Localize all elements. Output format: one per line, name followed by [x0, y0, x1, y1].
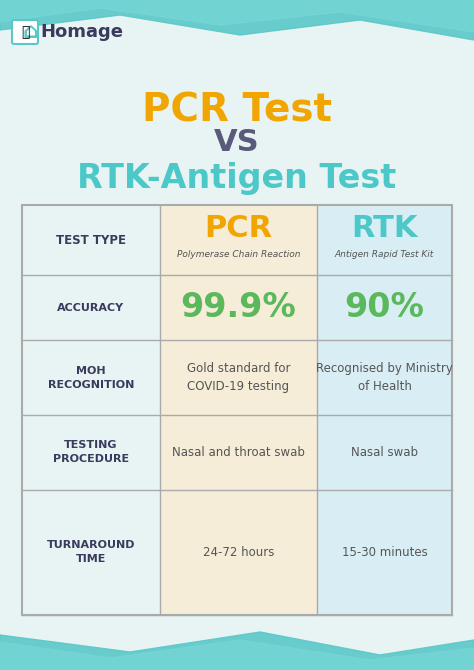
- Bar: [160, 205, 317, 275]
- Text: ACCURACY: ACCURACY: [57, 302, 125, 312]
- Polygon shape: [0, 0, 474, 40]
- Text: PCR Test: PCR Test: [142, 91, 332, 129]
- Text: Polymerase Chain Reaction: Polymerase Chain Reaction: [177, 249, 300, 259]
- Text: TESTING
PROCEDURE: TESTING PROCEDURE: [53, 440, 129, 464]
- Text: Nasal swab: Nasal swab: [351, 446, 418, 459]
- Text: Recognised by Ministry
of Health: Recognised by Ministry of Health: [316, 362, 453, 393]
- Bar: [317, 415, 452, 490]
- Bar: [317, 275, 452, 340]
- Text: VS: VS: [214, 127, 260, 157]
- Text: TURNAROUND
TIME: TURNAROUND TIME: [47, 541, 135, 565]
- Text: RTK: RTK: [351, 214, 418, 243]
- Text: Gold standard for
COVID-19 testing: Gold standard for COVID-19 testing: [187, 362, 290, 393]
- Text: 90%: 90%: [345, 291, 424, 324]
- Text: MOH
RECOGNITION: MOH RECOGNITION: [48, 366, 134, 389]
- Bar: [317, 205, 452, 275]
- Bar: [317, 340, 452, 415]
- Bar: [22, 205, 452, 615]
- Bar: [160, 275, 317, 340]
- Text: PCR: PCR: [204, 214, 273, 243]
- Text: ⌂: ⌂: [22, 22, 38, 42]
- Text: Homage: Homage: [40, 23, 124, 41]
- FancyBboxPatch shape: [12, 20, 38, 44]
- Polygon shape: [0, 640, 474, 670]
- Bar: [160, 340, 317, 415]
- Bar: [317, 490, 452, 615]
- Polygon shape: [0, 0, 474, 32]
- Text: Antigen Rapid Test Kit: Antigen Rapid Test Kit: [335, 249, 434, 259]
- Text: 🏠: 🏠: [21, 25, 29, 39]
- Text: TEST TYPE: TEST TYPE: [56, 234, 126, 247]
- Text: 99.9%: 99.9%: [181, 291, 296, 324]
- Text: Nasal and throat swab: Nasal and throat swab: [172, 446, 305, 459]
- Text: RTK-Antigen Test: RTK-Antigen Test: [77, 161, 397, 194]
- Text: 24-72 hours: 24-72 hours: [203, 546, 274, 559]
- Bar: [160, 490, 317, 615]
- Bar: [160, 415, 317, 490]
- Polygon shape: [0, 632, 474, 670]
- Text: 15-30 minutes: 15-30 minutes: [342, 546, 428, 559]
